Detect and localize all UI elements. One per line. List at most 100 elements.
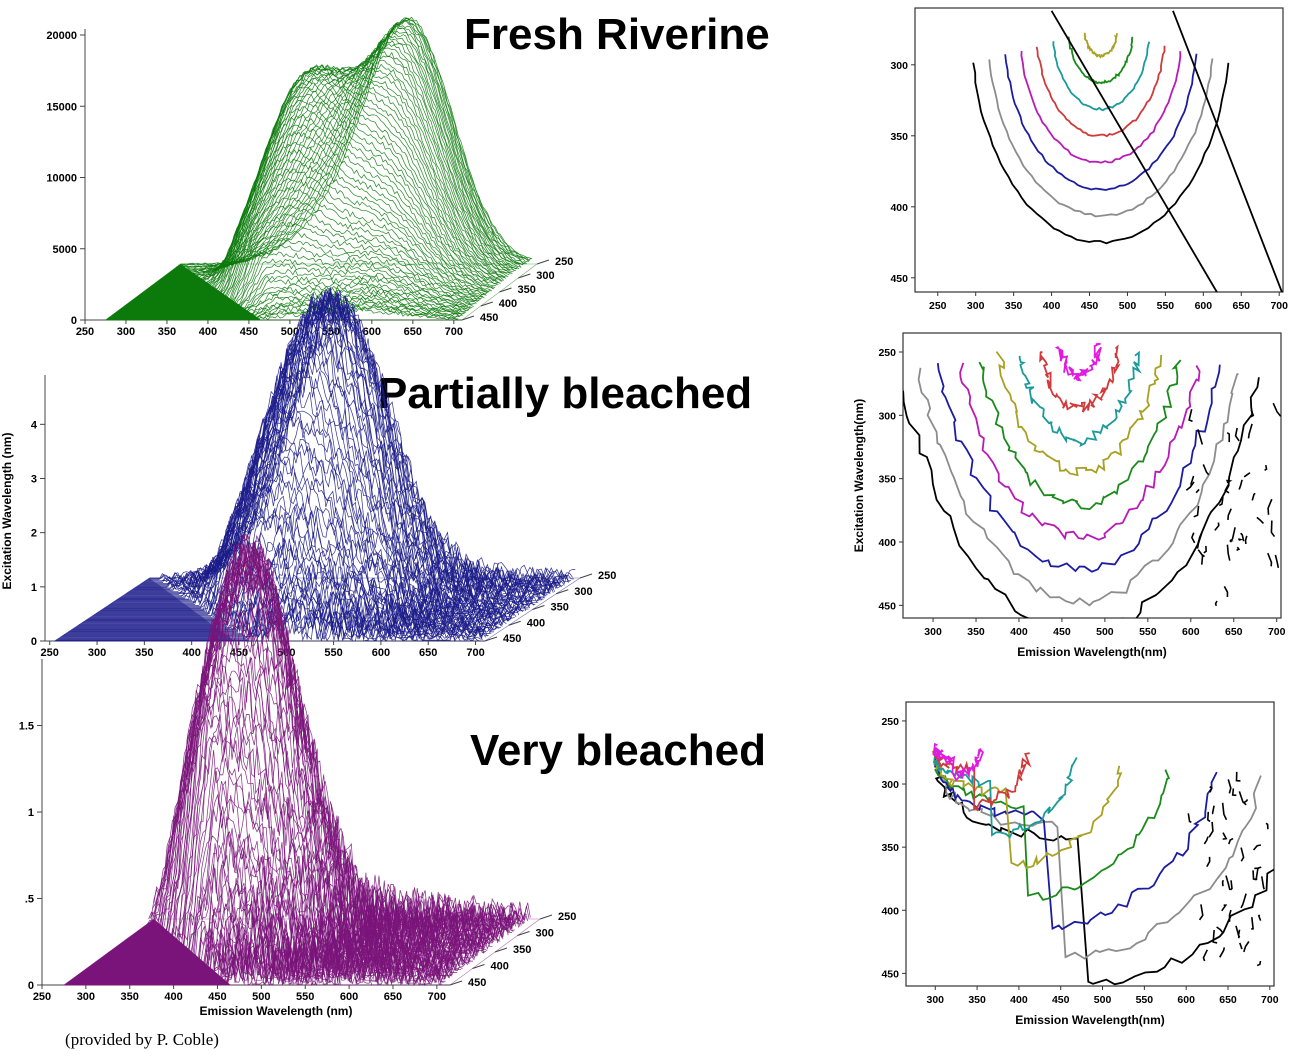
partial-contour-x-tick-label: 400 <box>1010 626 1028 638</box>
partial-3d-depth-tick-label: 450 <box>503 633 521 645</box>
partial-contour-contour-line <box>995 351 1163 477</box>
very-contour-noise-contour <box>1252 844 1262 851</box>
fresh-contour-contour-line <box>1052 41 1151 112</box>
very-contour-x-tick-label: 350 <box>968 994 986 1006</box>
fresh-3d-spectrum-trace <box>151 67 503 287</box>
fresh-3d-y-tick-label: 15000 <box>46 101 77 113</box>
fresh-contour-contour-line <box>1020 50 1182 164</box>
partial-3d-y-tick-label: 1 <box>31 582 37 594</box>
partial-contour-contour-line <box>978 359 1182 511</box>
very-contour-y-tick-label: 250 <box>881 716 899 728</box>
very-3d-x-tick-label: 450 <box>208 991 226 1003</box>
partial-contour-noise-contour <box>1243 472 1251 478</box>
partial-contour-noise-contour <box>1197 429 1204 445</box>
very-3d-x-tick-label: 700 <box>428 991 446 1003</box>
very-contour-noise-contour <box>1260 876 1265 890</box>
partial-contour-noise-contour <box>1272 402 1281 417</box>
partial-contour-noise-contour <box>1267 498 1273 515</box>
partial-contour-noise-contour <box>1264 464 1268 472</box>
partial-3d-x-tick-label: 350 <box>135 647 153 659</box>
fresh-contour-x-tick-label: 350 <box>1005 300 1023 312</box>
partial-3d-spectrum-trace <box>117 309 544 600</box>
fresh-3d-depth-tick-label: 250 <box>555 256 573 268</box>
partial-contour-frame <box>902 332 1282 619</box>
very-3d-x-axis-label: Emission Wavelength (nm) <box>200 1004 353 1018</box>
fresh-contour-y-tick-label: 450 <box>890 273 908 285</box>
very-contour-noise-contour <box>1227 779 1232 794</box>
partial-3d-depth-tick-label: 300 <box>574 586 592 598</box>
very-contour-contour-line <box>932 750 1171 901</box>
fresh-3d-spectrum-trace <box>156 65 509 283</box>
fresh-3d-depth-tick-label: 400 <box>499 298 517 310</box>
fresh-contour-x-tick-label: 400 <box>1043 300 1061 312</box>
very-3d-plot: 0 .5 1 1.5 250 300 350 400 450 500 550 600 650 700 250… <box>19 533 576 1018</box>
very-contour-noise-contour <box>1206 811 1211 823</box>
very-contour-x-tick-label: 300 <box>927 994 945 1006</box>
very-3d-x-tick-label: 350 <box>121 991 139 1003</box>
partial-3d-floor-outline <box>53 577 581 642</box>
partial-3d-depth-tick-mark <box>579 573 593 579</box>
partial-3d-y-tick-label: 2 <box>31 528 37 540</box>
partial-contour-noise-contour <box>1244 535 1248 544</box>
very-contour-noise-contour <box>1251 917 1255 930</box>
very-3d-y-tick-label: 1.5 <box>19 721 34 733</box>
partial-3d-depth-tick-mark <box>532 605 545 610</box>
partial-3d-spectrum-trace <box>119 302 546 599</box>
fresh-contour-contour-line <box>972 62 1230 245</box>
very-contour-noise-contour <box>1235 771 1241 782</box>
very-contour-noise-contour <box>1231 788 1237 797</box>
very-3d-depth-tick-label: 350 <box>513 944 531 956</box>
very-contour-x-tick-label: 500 <box>1094 994 1112 1006</box>
very-contour-noise-contour <box>1202 949 1208 962</box>
partial-contour-noise-contour <box>1223 585 1229 598</box>
fresh-3d-floor-fill <box>105 264 262 320</box>
very-contour-noise-contour <box>1243 799 1249 804</box>
partial-contour-x-tick-label: 600 <box>1182 626 1200 638</box>
very-contour-y-tick-label: 350 <box>881 842 899 854</box>
partial-contour-y-tick-label: 300 <box>878 410 896 422</box>
very-contour-noise-contour <box>1212 929 1218 944</box>
very-3d-x-tick-label: 650 <box>384 991 402 1003</box>
fresh-3d-depth-tick-label: 450 <box>480 312 498 324</box>
heading-very-bleached: Very bleached <box>470 726 766 775</box>
fresh-3d-x-tick-label: 250 <box>76 326 94 338</box>
fresh-3d-spectrum-trace <box>153 66 506 285</box>
very-contour-noise-contour <box>1257 914 1262 921</box>
partial-3d-depth-tick-label: 250 <box>598 570 616 582</box>
fresh-3d-spectrum-trace <box>143 99 496 292</box>
partial-contour-noise-contour <box>1203 545 1207 554</box>
partial-contour-contour-line <box>1018 350 1142 448</box>
partial-contour-noise-contour <box>1196 532 1203 549</box>
heading-fresh-riverine: Fresh Riverine <box>464 10 770 59</box>
very-contour-contour-line <box>931 750 1123 870</box>
fresh-3d-spectrum-trace <box>177 17 530 267</box>
partial-contour-noise-contour <box>1236 546 1241 552</box>
fresh-3d-spectrum-trace <box>169 32 522 273</box>
very-contour-noise-contour <box>1240 847 1245 862</box>
fresh-3d-depth-tick-mark <box>461 315 475 321</box>
fresh-contour-y-tick-label: 350 <box>890 131 908 143</box>
partial-3d-x-tick-label: 600 <box>372 647 390 659</box>
partial-contour-y-tick-label: 450 <box>878 600 896 612</box>
fresh-contour-y-tick-label: 400 <box>890 202 908 214</box>
partial-contour-noise-contour <box>1202 464 1210 476</box>
partial-contour-noise-contour <box>1226 479 1233 484</box>
very-3d-x-tick-label: 600 <box>340 991 358 1003</box>
partial-contour-noise-contour <box>1267 552 1273 567</box>
partial-3d-spectrum-trace <box>115 317 542 602</box>
very-contour-contour-line <box>933 756 1274 986</box>
fresh-3d-depth-tick-mark <box>536 259 550 265</box>
very-3d-x-tick-label: 250 <box>33 991 51 1003</box>
very-contour-noise-contour <box>1209 786 1213 793</box>
fresh-3d-x-tick-label: 700 <box>445 326 463 338</box>
fresh-3d-x-tick-label: 300 <box>117 326 135 338</box>
partial-contour-noise-contour <box>1251 492 1256 501</box>
fresh-3d-spectrum-trace <box>152 66 505 286</box>
partial-3d-depth-tick-mark <box>484 636 498 642</box>
partial-3d-depth-tick-mark <box>508 620 521 626</box>
partial-contour-noise-contour <box>1250 409 1255 418</box>
partial-contour-noise-contour <box>1274 554 1280 569</box>
very-3d-depth-tick-mark <box>449 980 463 986</box>
